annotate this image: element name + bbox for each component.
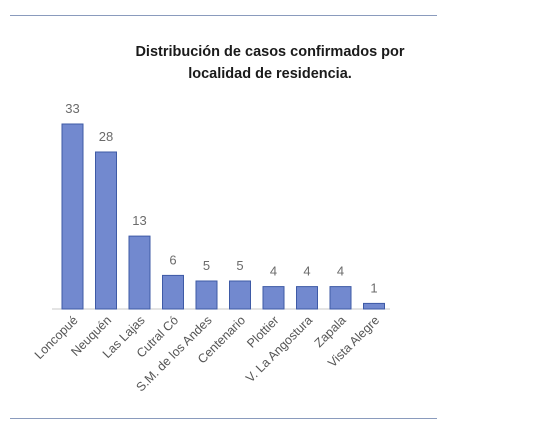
value-label-5: 5 xyxy=(236,258,243,273)
value-labels-group: 33 28 13 6 5 5 4 4 4 1 xyxy=(65,101,377,295)
value-label-0: 33 xyxy=(65,101,79,116)
bar-6 xyxy=(262,286,285,310)
bar-1 xyxy=(95,151,117,310)
value-label-7: 4 xyxy=(303,264,310,279)
bars-group xyxy=(61,123,385,310)
value-label-1: 28 xyxy=(99,129,113,144)
bar-7 xyxy=(296,286,318,310)
bar-8 xyxy=(329,286,352,310)
bar-2 xyxy=(128,235,151,310)
chart-title-line-2: localidad de residencia. xyxy=(188,66,352,82)
value-label-9: 1 xyxy=(370,280,377,295)
bottom-divider xyxy=(10,418,437,419)
bar-0 xyxy=(61,123,84,310)
value-label-2: 13 xyxy=(132,213,146,228)
top-divider xyxy=(10,15,437,16)
bar-3 xyxy=(162,274,184,310)
value-label-4: 5 xyxy=(203,258,210,273)
chart-title: Distribución de casos confirmados por lo… xyxy=(70,41,470,85)
value-label-6: 4 xyxy=(270,264,277,279)
bar-9 xyxy=(363,302,385,310)
value-label-8: 4 xyxy=(337,264,344,279)
bar-5 xyxy=(229,280,251,310)
chart-title-line-1: Distribución de casos confirmados por xyxy=(135,44,405,60)
bar-4 xyxy=(195,280,218,310)
value-label-3: 6 xyxy=(169,252,176,267)
